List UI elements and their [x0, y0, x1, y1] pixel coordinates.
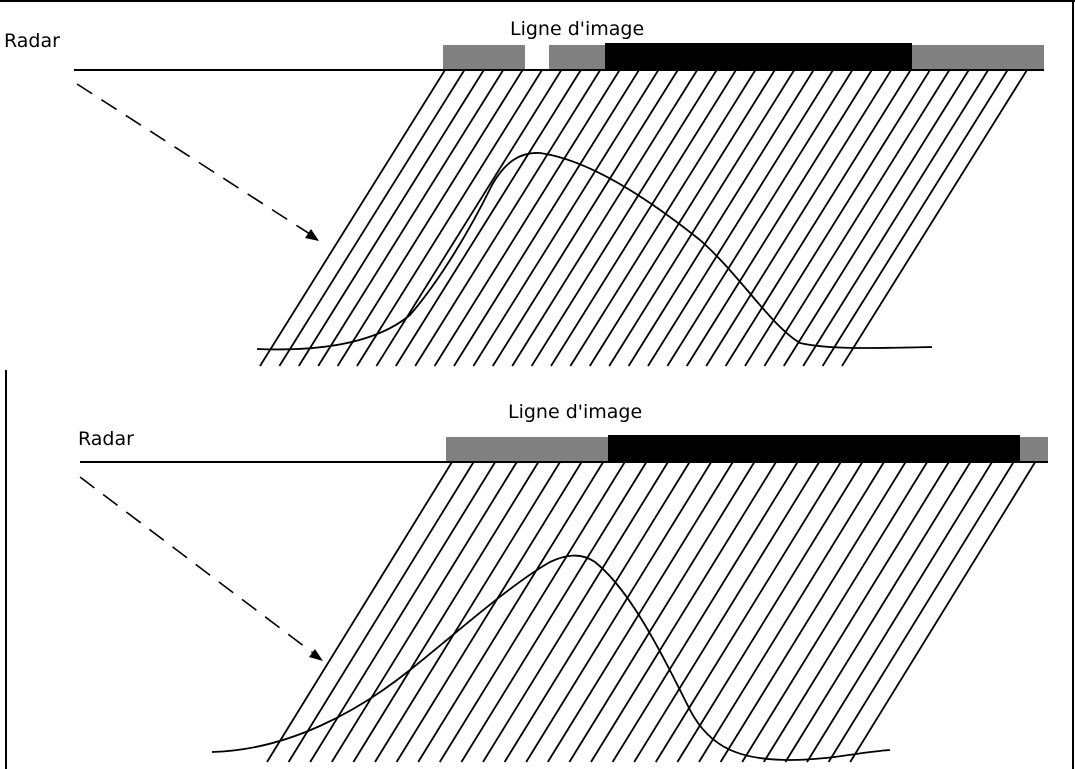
range-line [460, 461, 648, 763]
range-line [375, 69, 563, 367]
range-line [821, 69, 1009, 367]
terrain-profile [211, 554, 891, 761]
gray-band [443, 45, 525, 70]
illumination-arrow [79, 476, 323, 661]
range-line [547, 461, 734, 763]
range-line [356, 69, 543, 367]
range-line [705, 69, 892, 367]
terrain-profile [256, 152, 933, 351]
range-line [611, 461, 799, 763]
range-line [719, 461, 907, 763]
range-line [841, 69, 1028, 367]
range-line [763, 461, 950, 763]
range-line [336, 69, 524, 367]
range-line [298, 69, 485, 367]
range-line [569, 69, 757, 367]
image-line-label: Ligne d'image [508, 401, 642, 423]
range-lines [266, 461, 1036, 763]
range-line [317, 69, 504, 367]
range-line [472, 69, 660, 367]
range-line [633, 461, 820, 763]
gray-band [446, 437, 608, 462]
gray-band [1020, 437, 1048, 462]
range-line [503, 461, 691, 763]
image-line-bands [446, 435, 1048, 462]
range-line [590, 461, 777, 763]
range-line [482, 461, 669, 763]
range-line [395, 69, 582, 367]
range-line [647, 69, 834, 367]
range-line [492, 69, 679, 367]
range-line [417, 461, 604, 763]
range-line [266, 461, 453, 763]
range-line [666, 69, 854, 367]
range-line [525, 461, 712, 763]
range-line [686, 69, 873, 367]
range-line [568, 461, 756, 763]
range-line [287, 461, 475, 763]
panel-bottom: Radar Ligne d'image [78, 401, 1048, 763]
range-line [744, 69, 931, 367]
range-lines [259, 69, 1028, 367]
range-line [655, 461, 842, 763]
range-line [433, 69, 621, 367]
gray-band [549, 45, 605, 70]
gray-band [912, 45, 1044, 70]
range-line [511, 69, 698, 367]
range-line [309, 461, 496, 763]
range-line [741, 461, 928, 763]
range-line [259, 69, 446, 367]
range-line [849, 461, 1036, 763]
range-line [724, 69, 912, 367]
radar-label: Radar [4, 30, 60, 52]
range-line [806, 461, 993, 763]
range-line [627, 69, 815, 367]
range-line [395, 461, 583, 763]
image-line-label: Ligne d'image [510, 18, 644, 40]
range-line [827, 461, 1015, 763]
illumination-arrow [76, 83, 319, 241]
range-line [453, 69, 640, 367]
range-line [698, 461, 885, 763]
range-line [331, 461, 518, 763]
range-line [676, 461, 864, 763]
image-line-bands [443, 43, 1044, 70]
range-line [374, 461, 561, 763]
range-line [352, 461, 540, 763]
range-line [550, 69, 737, 367]
range-line [414, 69, 601, 367]
range-line [783, 69, 970, 367]
range-line [802, 69, 989, 367]
range-line [763, 69, 951, 367]
panel-top: Radar Ligne d'image [4, 18, 1044, 367]
range-line [278, 69, 466, 367]
range-line [439, 461, 626, 763]
range-line [784, 461, 972, 763]
black-band [605, 43, 912, 70]
range-line [608, 69, 795, 367]
range-line [589, 69, 776, 367]
range-line [530, 69, 718, 367]
black-band [608, 435, 1020, 462]
radar-label: Radar [78, 428, 134, 450]
